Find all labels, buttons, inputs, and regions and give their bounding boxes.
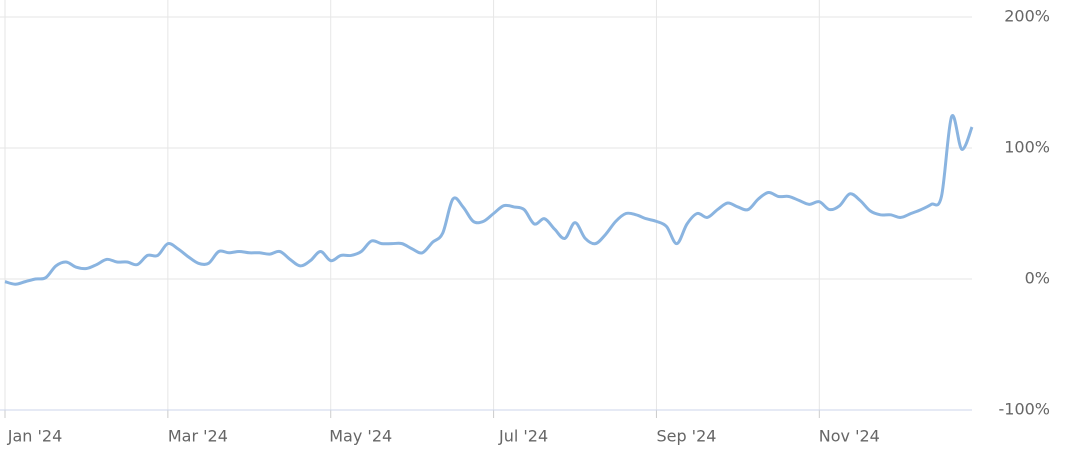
- x-tick-label: Mar '24: [168, 427, 228, 446]
- x-tick-label: Sep '24: [656, 427, 716, 446]
- x-tick-label: May '24: [329, 427, 392, 446]
- y-tick-label: 0%: [1025, 269, 1050, 288]
- y-tick-label: -100%: [998, 400, 1050, 419]
- x-tick-label: Nov '24: [819, 427, 880, 446]
- x-tick-label: Jan '24: [7, 427, 63, 446]
- y-tick-label: 200%: [1004, 7, 1050, 26]
- y-tick-label: 100%: [1004, 138, 1050, 157]
- data-line: [4, 114, 974, 286]
- x-tick-label: Jul '24: [498, 427, 548, 446]
